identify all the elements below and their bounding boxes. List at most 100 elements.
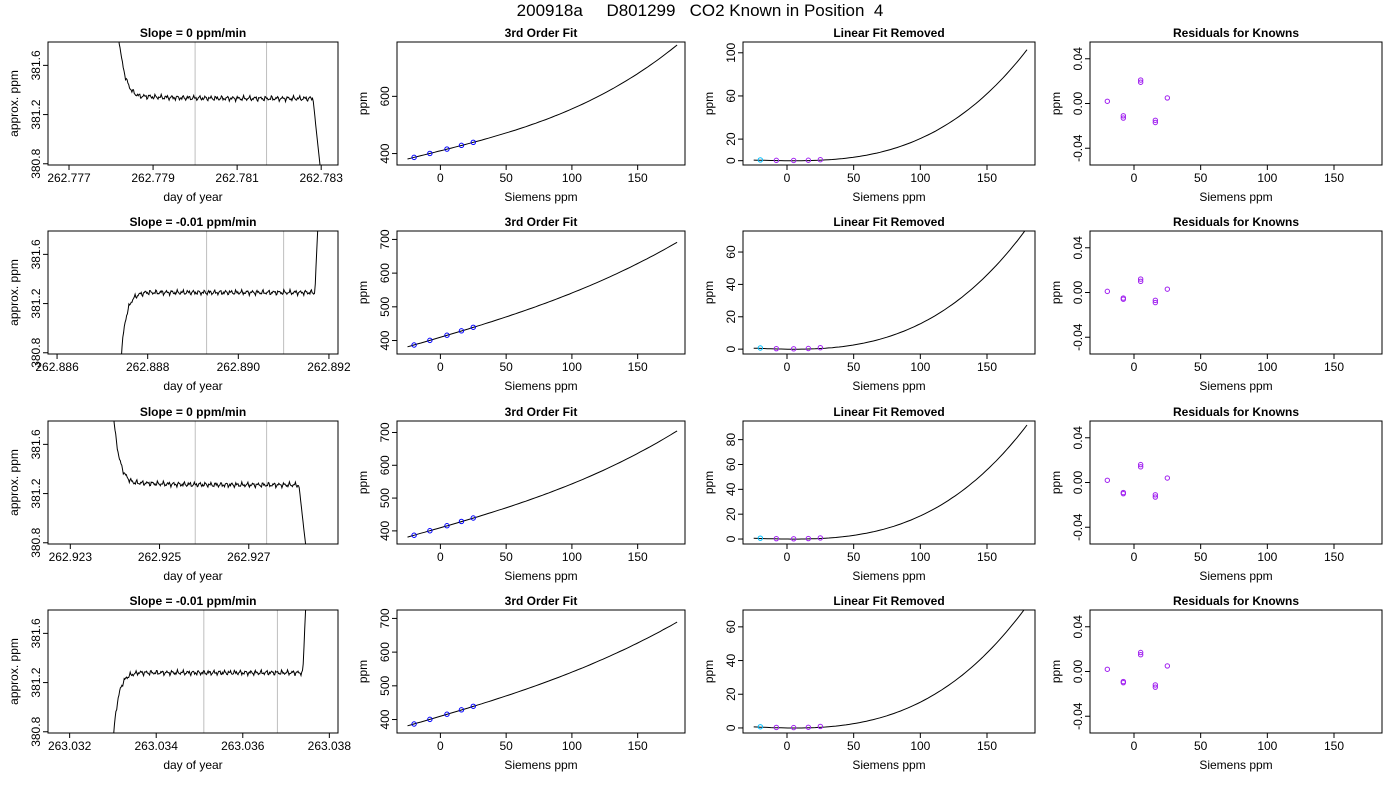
panel-r2-res: Residuals for Knowns 0 50 100 150 -0.04 0.00 0.… — [1049, 215, 1383, 393]
y-tick-label: 20 — [724, 132, 738, 146]
data-point — [444, 523, 450, 529]
y-axis-label: approx. ppm — [7, 70, 21, 137]
trace-line — [113, 610, 307, 733]
data-point — [444, 711, 450, 717]
panel-title: Residuals for Knowns — [1173, 594, 1299, 608]
y-tick-label: 0.04 — [1071, 615, 1085, 639]
data-point — [444, 332, 450, 338]
x-tick-label: 100 — [562, 739, 582, 753]
data-point — [1137, 649, 1144, 656]
data-point — [1152, 494, 1159, 500]
x-tick-label: 50 — [499, 360, 513, 374]
plot-frame — [742, 420, 1036, 545]
x-tick-label: 262.779 — [131, 171, 175, 185]
x-tick-label: 0 — [784, 739, 791, 753]
x-tick-label: 262.892 — [307, 360, 351, 374]
y-axis-label: ppm — [702, 471, 716, 494]
y-tick-label: 0 — [724, 157, 738, 164]
x-tick-label: 50 — [499, 739, 513, 753]
plot-frame — [47, 420, 339, 545]
data-point — [427, 716, 433, 723]
panel-title: Linear Fit Removed — [833, 26, 944, 40]
y-tick-label: 381.2 — [29, 288, 43, 318]
trace-line — [113, 421, 307, 544]
data-point — [1152, 117, 1159, 123]
data-point — [1137, 276, 1144, 282]
panel-r3-lin: Linear Fit Removed 0 50 100 150 0 20 40 60 80 Siem… — [702, 405, 1036, 583]
plot-frame — [396, 230, 686, 355]
data-point — [444, 146, 450, 152]
panel-r2-lin: Linear Fit Removed 0 50 100 150 0 20 40 60 Siemen… — [702, 215, 1036, 393]
y-tick-label: 0 — [724, 724, 738, 731]
x-tick-label: 0 — [1131, 739, 1138, 753]
panel-r3-trace: Slope = 0 ppm/min 262.923 262.925 262.927 38… — [7, 405, 339, 583]
x-axis-label: Siemens ppm — [852, 569, 925, 583]
y-axis-label: ppm — [1049, 471, 1063, 494]
y-axis-label: ppm — [356, 660, 370, 683]
data-point — [1152, 299, 1159, 306]
y-tick-label: 60 — [724, 245, 738, 259]
y-tick-label: 60 — [724, 620, 738, 634]
panel-r4-res: Residuals for Knowns 0 50 100 150 -0.04 0.00 0.… — [1049, 594, 1383, 772]
y-tick-label: 380.8 — [29, 337, 43, 367]
panel-title: Residuals for Knowns — [1173, 405, 1299, 419]
y-tick-label: 500 — [378, 675, 392, 695]
data-point — [1120, 115, 1127, 121]
x-tick-label: 0 — [437, 360, 444, 374]
y-tick-label: 40 — [724, 482, 738, 496]
y-tick-label: 0.04 — [1071, 47, 1085, 71]
data-point — [1137, 278, 1144, 285]
x-tick-label: 262.783 — [299, 171, 343, 185]
panel-r4-fit: 3rd Order Fit 0 50 100 150 400 500 600 700 Siemen… — [356, 594, 686, 772]
data-point — [773, 724, 780, 731]
plot-frame — [47, 230, 339, 355]
panel-title: Slope = -0.01 ppm/min — [129, 215, 256, 229]
x-axis-label: day of year — [163, 190, 222, 204]
data-point — [1137, 652, 1144, 658]
x-tick-label: 100 — [910, 360, 930, 374]
x-tick-label: 150 — [628, 171, 648, 185]
data-point — [790, 536, 797, 542]
panel-r3-res: Residuals for Knowns 0 50 100 150 -0.04 0.00 0.… — [1049, 405, 1383, 583]
y-axis-label: ppm — [702, 92, 716, 115]
data-point — [757, 535, 764, 541]
x-axis-label: day of year — [163, 758, 222, 772]
x-tick-label: 150 — [977, 550, 997, 564]
panel-title: Slope = -0.01 ppm/min — [129, 594, 256, 608]
y-axis-label: approx. ppm — [7, 638, 21, 705]
x-tick-label: 150 — [977, 171, 997, 185]
x-tick-label: 262.925 — [138, 550, 182, 564]
x-axis-label: Siemens ppm — [504, 379, 577, 393]
x-tick-label: 0 — [437, 739, 444, 753]
y-tick-label: 381.2 — [29, 667, 43, 697]
x-tick-label: 263.038 — [308, 739, 352, 753]
x-tick-label: 150 — [628, 360, 648, 374]
y-tick-label: 381.6 — [29, 618, 43, 648]
data-point — [1152, 297, 1159, 304]
data-point — [1164, 663, 1171, 669]
data-point — [427, 528, 433, 534]
data-point — [1120, 296, 1127, 302]
data-point — [427, 337, 433, 344]
x-axis-label: Siemens ppm — [504, 569, 577, 583]
data-point — [470, 324, 476, 330]
fit-curve — [753, 49, 1028, 162]
data-point — [1104, 98, 1111, 104]
data-point — [1137, 461, 1144, 468]
y-tick-label: 381.6 — [29, 50, 43, 80]
data-point — [817, 344, 824, 351]
x-tick-label: 150 — [628, 550, 648, 564]
y-tick-label: 600 — [378, 86, 392, 106]
x-tick-label: 50 — [847, 739, 861, 753]
data-point — [1152, 682, 1159, 688]
y-tick-label: 600 — [378, 263, 392, 283]
x-tick-label: 50 — [499, 171, 513, 185]
panel-r2-fit: 3rd Order Fit 0 50 100 150 400 500 600 700 Siemen… — [356, 215, 686, 393]
x-axis-label: Siemens ppm — [1199, 758, 1272, 772]
panel-r4-trace: Slope = -0.01 ppm/min 263.032 263.034 263.0… — [7, 594, 352, 772]
y-tick-label: 600 — [378, 642, 392, 662]
data-point — [1164, 95, 1171, 101]
x-tick-label: 262.888 — [126, 360, 170, 374]
panel-r1-lin: Linear Fit Removed 0 50 100 150 0 20 60 100 Sieme… — [702, 26, 1036, 204]
